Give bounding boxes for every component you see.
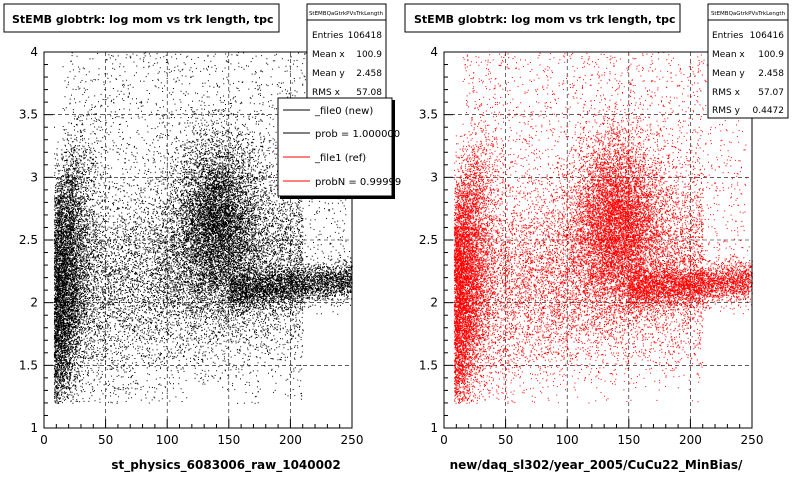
legend-label-0: _file0 (new) [314,106,373,117]
x-tick-label: 250 [341,433,364,447]
right-stats-label-1: Mean x [712,50,745,60]
scatter-points [53,52,353,404]
right-xlabel: new/daq_sl302/year_2005/CuCu22_MinBias/ [450,458,743,473]
x-tick-label: 50 [498,433,513,447]
legend-label-3: probN = 0.99999 [315,177,401,188]
right-title: StEMB globtrk: log mom vs trk length, tp… [414,13,676,26]
y-tick-label: 1 [30,421,38,435]
y-tick-label: 3.5 [419,108,438,122]
x-tick-label: 100 [556,433,579,447]
left-stats-label-2: Mean y [312,69,345,79]
right-plot-area: 0 50 100 150 200 250 1 1.5 2 2.5 3 3.5 4 [419,45,764,447]
legend-box: _file0 (new) prob = 1.000000 _file1 (ref… [277,97,401,199]
x-tick-label: 200 [679,433,702,447]
y-tick-label: 2 [430,296,438,310]
left-stats-value-3: 57.08 [356,88,382,98]
y-tick-label: 3 [430,170,438,184]
x-tick-label: 50 [98,433,113,447]
left-stats-box: StEMBQaGtrkPVsTrkLength Entries 106418 M… [306,3,387,99]
x-tick-label: 200 [279,433,302,447]
y-tick-label: 1 [430,421,438,435]
scatter-points [453,52,753,404]
right-stats-label-4: RMS y [712,106,741,116]
y-tick-label: 4 [430,45,438,59]
y-tick-label: 2.5 [419,233,438,247]
legend-label-2: _file1 (ref) [314,153,366,164]
y-tick-label: 1.5 [19,358,38,372]
y-tick-label: 3 [30,170,38,184]
left-stats-value-2: 2.458 [356,69,382,79]
right-stats-value-2: 2.458 [758,69,784,79]
right-stats-name: StEMBQaGtrkPVsTrkLength [711,11,786,17]
y-tick-label: 2 [30,296,38,310]
right-panel: StEMB globtrk: log mom vs trk length, tp… [404,3,789,473]
left-stats-label-3: RMS x [312,88,341,98]
y-tick-label: 4 [30,45,38,59]
left-xlabel: st_physics_6083006_raw_1040002 [111,458,340,473]
left-stats-value-1: 100.9 [356,50,382,60]
left-stats-label-0: Entries [312,31,344,41]
right-title-box [404,3,681,33]
right-stats-label-3: RMS x [712,88,741,98]
right-stats-value-1: 100.9 [758,50,784,60]
y-tick-label: 1.5 [419,358,438,372]
right-stats-label-2: Mean y [712,69,745,79]
left-stats-name: StEMBQaGtrkPVsTrkLength [309,11,384,17]
left-stats-value-0: 106418 [348,31,383,41]
left-panel: StEMB globtrk: log mom vs trk length, tp… [3,3,401,473]
legend-label-1: prob = 1.000000 [315,129,400,140]
right-stats-label-0: Entries [712,31,744,41]
y-tick-label: 3.5 [19,108,38,122]
right-stats-value-3: 57.07 [758,88,784,98]
right-stats-value-4: 0.4472 [753,106,785,116]
x-tick-label: 150 [617,433,640,447]
x-tick-label: 250 [741,433,764,447]
right-stats-value-0: 106416 [750,31,785,41]
left-title-box [3,3,280,33]
y-tick-label: 2.5 [19,233,38,247]
x-tick-label: 0 [40,433,48,447]
left-stats-label-1: Mean x [312,50,345,60]
x-tick-label: 0 [440,433,448,447]
x-tick-label: 100 [156,433,179,447]
x-tick-label: 150 [217,433,240,447]
left-title: StEMB globtrk: log mom vs trk length, tp… [12,13,274,26]
right-stats-box: StEMBQaGtrkPVsTrkLength Entries 106416 M… [707,3,789,119]
